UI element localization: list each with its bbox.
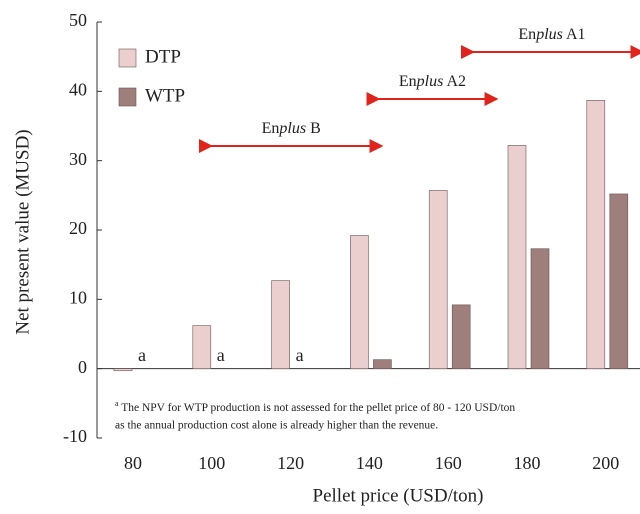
annotation-italic: plus xyxy=(416,73,444,90)
x-tick-label: 120 xyxy=(277,453,304,473)
value-label: a xyxy=(296,345,304,365)
bar xyxy=(451,304,471,369)
annotation-prefix: En xyxy=(518,26,536,43)
bar xyxy=(271,280,290,369)
y-tick-label: 20 xyxy=(69,218,87,238)
bar xyxy=(586,100,606,369)
footnote-line: The NPV for WTP production is not assess… xyxy=(119,402,516,414)
legend-label: WTP xyxy=(145,85,185,106)
y-tick-label: 30 xyxy=(69,149,87,169)
annotation-italic: plus xyxy=(535,26,563,43)
x-axis-label: Pellet price (USD/ton) xyxy=(313,485,484,506)
y-tick-label: 40 xyxy=(69,79,87,99)
bar xyxy=(428,190,448,369)
legend-swatch xyxy=(118,48,137,68)
x-tick-label: 100 xyxy=(198,453,225,473)
y-tick-label: 50 xyxy=(69,10,87,30)
annotation-label: Enplus A2 xyxy=(399,73,466,90)
bar xyxy=(609,193,629,369)
annotation-suffix: A1 xyxy=(563,26,586,43)
bar xyxy=(192,325,212,369)
x-tick-label: 200 xyxy=(592,453,619,473)
value-label: a xyxy=(138,345,146,365)
annotation-prefix: En xyxy=(262,120,280,137)
x-tick-label: 140 xyxy=(356,453,383,473)
bar xyxy=(507,145,527,369)
annotation-label: Enplus A1 xyxy=(518,26,585,43)
bar xyxy=(373,359,392,369)
x-tick-label: 160 xyxy=(435,453,462,473)
annotation-prefix: En xyxy=(399,73,417,90)
value-label: a xyxy=(217,345,225,365)
y-tick-label: 10 xyxy=(69,287,87,307)
annotation-label: Enplus B xyxy=(262,120,321,137)
legend-label: DTP xyxy=(145,46,181,67)
bar xyxy=(350,235,369,369)
annotation-suffix: A2 xyxy=(443,73,466,90)
legend-swatch xyxy=(118,87,137,107)
footnote-marker: a xyxy=(115,399,119,408)
y-tick-label: -10 xyxy=(63,426,87,446)
x-tick-label: 80 xyxy=(124,453,142,473)
annotation-italic: plus xyxy=(278,120,306,137)
bar xyxy=(530,248,550,369)
y-tick-label: 0 xyxy=(78,357,87,377)
x-tick-label: 180 xyxy=(514,453,541,473)
bar xyxy=(113,368,133,372)
footnote: a The NPV for WTP production is not asse… xyxy=(115,399,515,414)
y-axis-label: Net present value (MUSD) xyxy=(12,129,33,334)
annotation-suffix: B xyxy=(306,120,321,137)
footnote-line: as the annual production cost alone is a… xyxy=(115,420,438,432)
